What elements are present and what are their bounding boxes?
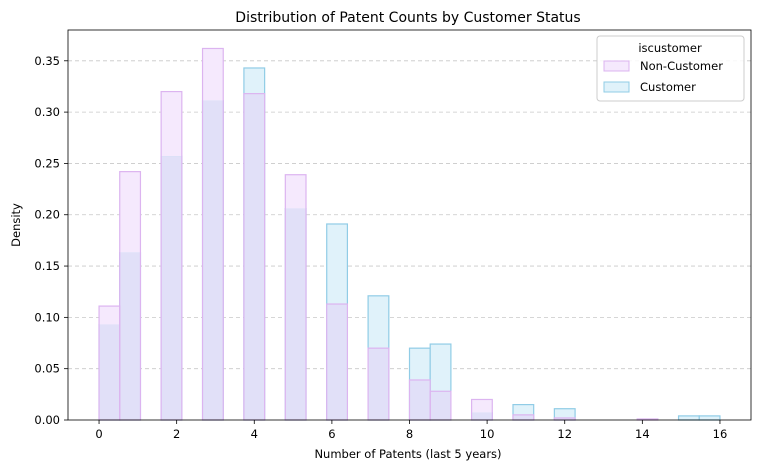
customer-bar: [677, 415, 700, 421]
x-tick-label: 8: [406, 427, 413, 441]
overlap-bar: [368, 348, 389, 420]
non-customer-bar-top: [202, 48, 224, 101]
x-tick-label: 12: [557, 427, 572, 441]
customer-bars: [98, 67, 721, 421]
legend-swatch-customer: [603, 81, 630, 93]
chart-title: Distribution of Patent Counts by Custome…: [235, 10, 580, 26]
x-axis-ticks: 0 2 4 6 8 10 12 14 16: [95, 420, 727, 441]
y-tick-label: 0.30: [34, 105, 60, 119]
x-axis-label: Number of Patents (last 5 years): [314, 447, 501, 461]
x-tick-label: 14: [635, 427, 650, 441]
overlap-bar: [554, 417, 576, 420]
legend-title: iscustomer: [638, 41, 702, 55]
x-tick-label: 2: [173, 427, 180, 441]
customer-bar: [698, 415, 721, 421]
x-tick-label: 0: [95, 427, 102, 441]
y-tick-label: 0.35: [34, 54, 60, 68]
y-tick-label: 0.00: [34, 413, 60, 427]
non-customer-bar-top: [161, 91, 182, 157]
x-tick-label: 10: [480, 427, 495, 441]
non-customer-bar-top: [471, 399, 493, 413]
overlap-bar: [243, 93, 265, 420]
y-tick-label: 0.20: [34, 208, 60, 222]
x-tick-label: 16: [713, 427, 728, 441]
non-customer-bar-top: [285, 174, 307, 209]
x-tick-label: 4: [251, 427, 258, 441]
x-tick-label: 6: [328, 427, 335, 441]
overlap-bar: [430, 391, 451, 420]
legend-label-customer: Customer: [640, 80, 696, 94]
overlap-bar: [285, 208, 307, 420]
legend-box: [596, 35, 745, 102]
y-tick-label: 0.10: [34, 310, 60, 324]
overlap-bar: [326, 304, 348, 420]
y-tick-label: 0.25: [34, 156, 60, 170]
overlap-bar: [161, 156, 182, 420]
overlap-bar: [471, 412, 493, 420]
overlap-bar: [512, 414, 534, 420]
overlap-bar: [119, 252, 141, 420]
y-tick-label: 0.05: [34, 362, 60, 376]
non-customer-bar-top: [99, 306, 120, 325]
legend-label-non-customer: Non-Customer: [640, 59, 723, 73]
overlap-bar: [409, 379, 431, 420]
y-tick-label: 0.15: [34, 259, 60, 273]
y-axis-label: Density: [9, 203, 23, 247]
legend: iscustomer Non-Customer Customer: [596, 35, 745, 102]
non-customer-bar-top: [119, 171, 141, 253]
overlap-bar: [99, 324, 120, 420]
non-customer-bars: [98, 47, 659, 421]
overlap-fill: [99, 93, 576, 420]
overlap-bar: [202, 100, 224, 420]
y-axis-ticks: 0.00 0.05 0.10 0.15 0.20 0.25 0.30 0.35: [34, 54, 68, 427]
legend-swatch-non-customer: [603, 60, 630, 72]
